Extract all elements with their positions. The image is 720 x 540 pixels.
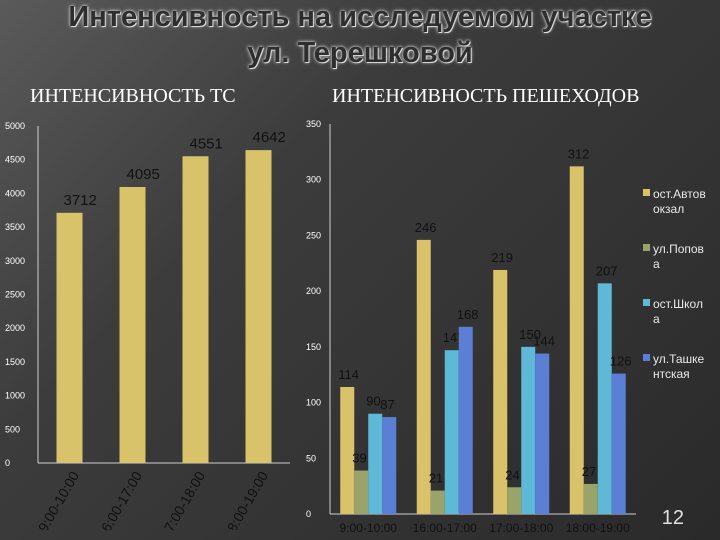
data-label: 219 bbox=[491, 250, 513, 265]
x-tick-label: 16:00-17:00 bbox=[413, 521, 477, 535]
bar bbox=[245, 150, 272, 463]
data-label: 4551 bbox=[190, 135, 223, 152]
pedestrian-chart-title: ИНТЕНСИВНОСТЬ ПЕШЕХОДОВ bbox=[332, 85, 640, 107]
bar-3 bbox=[521, 346, 536, 514]
data-label: 246 bbox=[415, 220, 437, 235]
bar-3 bbox=[597, 283, 612, 514]
legend-swatch-4 bbox=[643, 354, 650, 361]
legend-label: окзал bbox=[653, 202, 684, 216]
x-tick-label: 9:00-10:00 bbox=[35, 468, 82, 530]
bar-1 bbox=[569, 166, 584, 514]
data-label: 150 bbox=[519, 327, 541, 342]
data-label: 24 bbox=[505, 467, 519, 482]
data-label: 126 bbox=[610, 354, 632, 369]
data-label: 168 bbox=[457, 307, 479, 322]
y-tick-label: 0 bbox=[306, 509, 311, 519]
data-label: 21 bbox=[429, 471, 443, 486]
page-number: 12 bbox=[661, 507, 684, 529]
x-tick-label: 17:00-18:00 bbox=[489, 521, 553, 535]
y-tick-label: 1500 bbox=[5, 357, 25, 367]
data-label: 4095 bbox=[127, 166, 160, 183]
x-tick-label: 18:00-19:00 bbox=[566, 521, 630, 535]
y-tick-label: 2500 bbox=[5, 290, 25, 300]
legend-swatch-3 bbox=[643, 299, 650, 306]
legend-swatch-1 bbox=[643, 189, 650, 196]
pedestrian-intensity-chart: 0 50 100 150 200 250 300 350 114 39 90 87 9:00-10:00… bbox=[306, 119, 706, 535]
y-tick-label: 150 bbox=[306, 342, 321, 352]
legend-label: ост.Автов bbox=[653, 187, 706, 201]
bar bbox=[119, 186, 146, 463]
data-label: 4642 bbox=[253, 129, 286, 146]
y-tick-label: 2000 bbox=[5, 323, 25, 333]
bar-2 bbox=[354, 470, 369, 514]
bar-2 bbox=[430, 490, 445, 514]
y-tick-label: 4000 bbox=[5, 188, 25, 198]
bar-1 bbox=[493, 269, 508, 514]
bar-2 bbox=[507, 487, 522, 514]
y-tick-label: 4500 bbox=[5, 155, 25, 165]
bar-4 bbox=[535, 353, 550, 514]
data-label: 27 bbox=[582, 464, 596, 479]
y-tick-label: 500 bbox=[5, 424, 20, 434]
x-tick-label: 17:00-18:00 bbox=[157, 468, 208, 530]
y-tick-label: 300 bbox=[306, 175, 321, 185]
vehicle-intensity-chart: 0 500 1000 1500 2000 2500 3000 3500 4000 4500 5000… bbox=[5, 121, 290, 530]
bar-1 bbox=[340, 386, 355, 514]
bar-3 bbox=[444, 350, 459, 514]
data-label: 87 bbox=[380, 397, 394, 412]
x-tick-label: 9:00-10:00 bbox=[340, 521, 398, 535]
y-tick-label: 3500 bbox=[5, 222, 25, 232]
data-label: 90 bbox=[366, 394, 380, 409]
legend-swatch-2 bbox=[643, 244, 650, 251]
legend-label: а bbox=[653, 312, 660, 326]
y-tick-label: 1000 bbox=[5, 391, 25, 401]
data-label: 3712 bbox=[64, 192, 97, 209]
data-label: 312 bbox=[568, 146, 590, 161]
x-tick-label: 18:00-19:00 bbox=[220, 468, 271, 530]
legend-label: ул.Ташке bbox=[653, 352, 705, 366]
legend-label: нтская bbox=[653, 367, 690, 381]
bar-2 bbox=[583, 483, 598, 514]
bar-3 bbox=[368, 413, 383, 514]
y-tick-label: 250 bbox=[306, 230, 321, 240]
y-tick-label: 5000 bbox=[5, 121, 25, 131]
y-tick-label: 3000 bbox=[5, 256, 25, 266]
legend-label: а bbox=[653, 257, 660, 271]
y-tick-label: 350 bbox=[306, 119, 321, 129]
bar-4 bbox=[382, 417, 397, 514]
bar-4 bbox=[458, 326, 473, 514]
data-label: 114 bbox=[338, 367, 359, 382]
legend-label: ост.Школ bbox=[653, 297, 703, 311]
y-tick-label: 100 bbox=[306, 398, 321, 408]
data-label: 207 bbox=[596, 263, 618, 278]
bar-1 bbox=[416, 239, 431, 514]
legend-label: ул.Попов bbox=[653, 242, 704, 256]
y-tick-label: 0 bbox=[5, 458, 10, 468]
y-tick-label: 50 bbox=[306, 453, 316, 463]
slide-title-line2: ул. Терешковой bbox=[247, 37, 473, 69]
bar-4 bbox=[611, 373, 626, 514]
x-tick-label: 16:00-17:00 bbox=[94, 468, 145, 530]
data-label: 39 bbox=[352, 451, 366, 466]
bar bbox=[56, 212, 83, 463]
slide-title-line1: Интенсивность на исследуемом участке bbox=[68, 1, 652, 33]
data-label: 144 bbox=[533, 334, 555, 349]
y-tick-label: 200 bbox=[306, 286, 321, 296]
vehicle-chart-title: ИНТЕНСИВНОСТЬ ТС bbox=[30, 85, 236, 107]
bar bbox=[182, 156, 209, 463]
